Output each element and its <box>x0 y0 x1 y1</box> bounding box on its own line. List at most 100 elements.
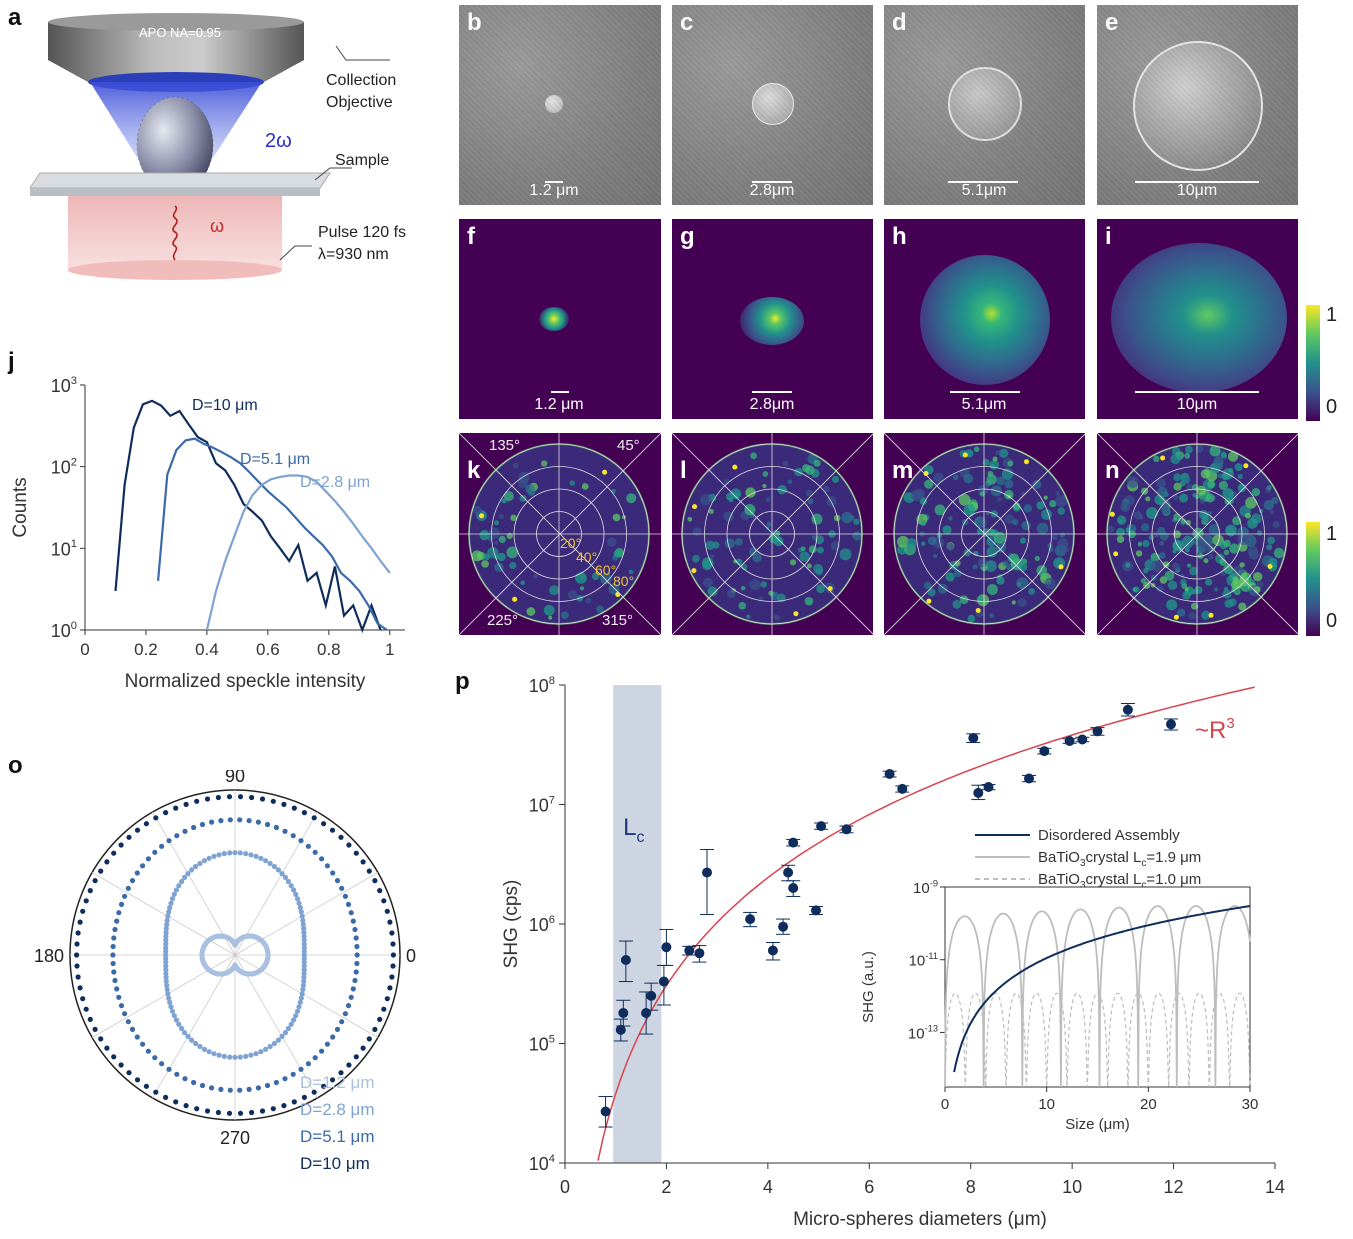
speckle <box>1140 578 1147 584</box>
speckle <box>1198 541 1210 553</box>
data-point <box>291 805 297 811</box>
speckle <box>1162 561 1170 568</box>
speckle <box>510 514 517 522</box>
data-point <box>389 974 395 980</box>
data-point <box>111 1054 117 1060</box>
shg-image-i: i 10μm <box>1097 219 1298 419</box>
data-point <box>264 821 271 828</box>
speckle <box>585 597 592 604</box>
data-point <box>163 1094 169 1100</box>
speckle <box>999 448 1009 458</box>
speckle <box>1143 568 1149 574</box>
sample-label: Sample <box>335 152 390 169</box>
angle-label-45: 45° <box>617 437 640 454</box>
data-point <box>164 922 170 928</box>
y-axis-label: SHG (cps) <box>501 880 522 969</box>
omega-label: ω <box>210 216 224 236</box>
x-tick-label: 0.8 <box>317 640 341 659</box>
speckle <box>567 590 578 600</box>
speckle <box>823 485 830 493</box>
data-point <box>321 1083 327 1089</box>
data-point <box>1092 726 1103 737</box>
x-tick-label: 0.4 <box>195 640 219 659</box>
speckle <box>1237 483 1247 493</box>
data-point <box>143 1083 149 1089</box>
data-point <box>258 1049 264 1055</box>
data-point <box>390 941 396 947</box>
polar-grid-line <box>234 811 318 956</box>
speckle <box>787 479 793 485</box>
bright-speckle <box>1024 459 1029 465</box>
x-tick-label: 14 <box>1265 1177 1285 1197</box>
inset-x-axis-label: Size (μm) <box>1065 1116 1129 1133</box>
kspace-image-n <box>1097 433 1298 635</box>
panel-label-a: a <box>8 4 22 31</box>
data-point <box>183 1103 189 1109</box>
y-tick-label: 108 <box>529 675 555 696</box>
data-point <box>353 1054 359 1060</box>
data-point <box>297 905 303 911</box>
polar-grid-line <box>91 872 236 956</box>
data-point <box>301 930 307 936</box>
data-point <box>600 1106 611 1117</box>
data-point <box>360 859 366 865</box>
data-point <box>163 930 169 936</box>
panel-label-n: n <box>1105 457 1120 484</box>
y-tick-label: 100 <box>51 620 77 641</box>
data-point <box>167 999 173 1005</box>
speckle <box>727 589 736 598</box>
data-point <box>83 1006 89 1012</box>
kspace-image-l <box>672 433 873 635</box>
speckle <box>1189 566 1198 576</box>
data-point <box>183 801 189 807</box>
data-point <box>788 837 799 848</box>
bright-speckle <box>926 598 932 604</box>
data-point <box>702 867 712 878</box>
speckle <box>1238 602 1247 611</box>
data-point <box>174 1071 180 1077</box>
data-point <box>264 1082 271 1089</box>
speckle <box>967 614 976 623</box>
data-point <box>134 870 140 876</box>
speckle <box>1192 493 1197 498</box>
speckle <box>927 588 936 597</box>
speckle <box>953 569 962 578</box>
data-point <box>338 834 344 840</box>
speckle <box>1180 518 1187 525</box>
data-point <box>301 970 307 977</box>
data-point <box>973 787 984 798</box>
speckle <box>1159 540 1164 546</box>
data-point <box>125 885 131 891</box>
data-point <box>301 933 307 940</box>
data-point <box>249 1109 255 1116</box>
colorbar-bottom <box>1306 522 1320 636</box>
speckle <box>612 513 621 522</box>
speckle <box>1028 588 1035 595</box>
speckle <box>526 607 536 616</box>
angle-label-0: 0 <box>406 946 416 966</box>
data-point <box>201 1046 207 1052</box>
scale-bar <box>752 181 792 183</box>
speckle <box>1183 477 1190 484</box>
data-point <box>271 1040 277 1047</box>
data-point <box>163 963 169 969</box>
data-point <box>301 941 307 947</box>
data-point <box>191 1079 197 1086</box>
speckle <box>1205 493 1215 503</box>
speckle <box>1170 453 1181 465</box>
angle-label-315: 315° <box>602 612 634 629</box>
schematic-setup: APO NA=0.95 2ω ω <box>30 13 390 280</box>
speckle <box>963 503 976 516</box>
bright-speckle <box>827 586 833 592</box>
collection-objective-line1: Collection <box>326 72 397 89</box>
data-point <box>384 996 390 1002</box>
data-point <box>279 1033 285 1039</box>
speckle <box>1253 586 1261 593</box>
speckle <box>1002 560 1009 567</box>
data-point <box>271 863 277 870</box>
data-point <box>312 849 318 855</box>
speckle <box>1214 587 1219 592</box>
panel-label-m: m <box>892 457 914 484</box>
speckle <box>724 538 735 549</box>
speckle <box>1244 512 1251 519</box>
